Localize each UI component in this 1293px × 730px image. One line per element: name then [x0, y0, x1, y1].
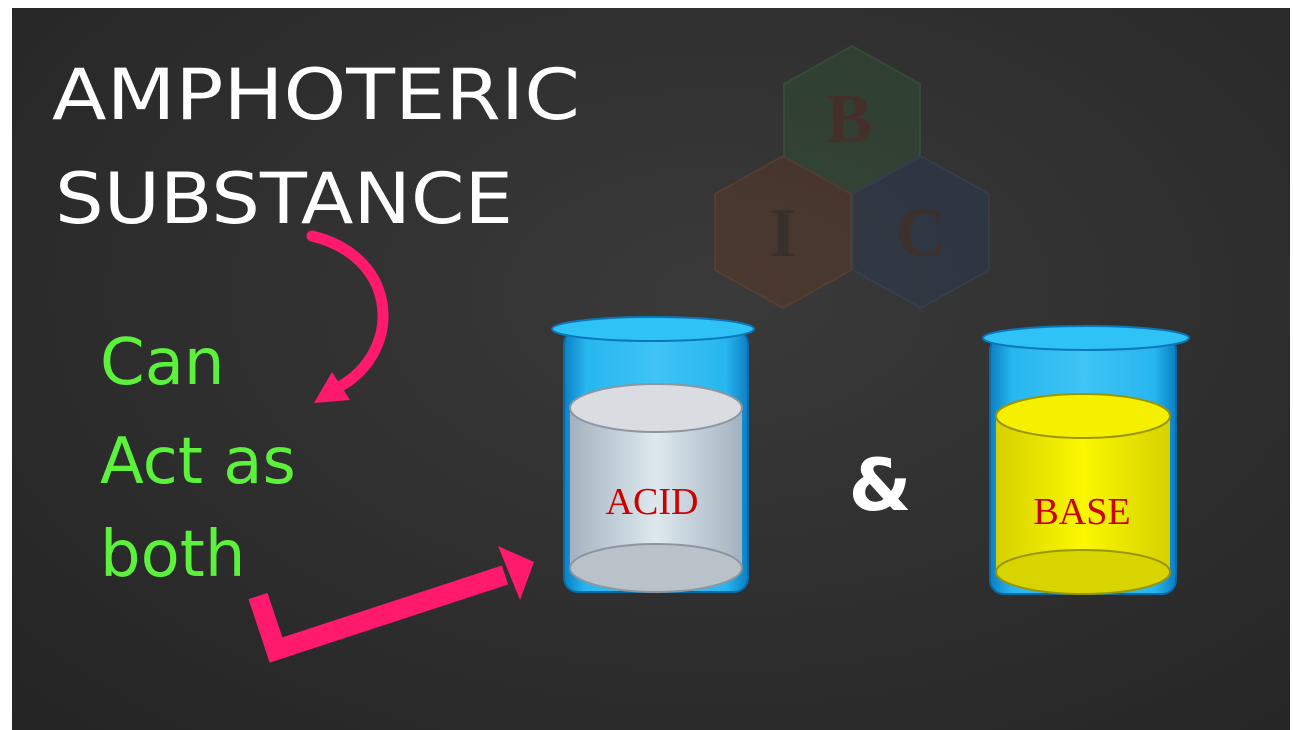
description-line-2: Act as [100, 425, 296, 499]
curved-arrow-icon [312, 236, 383, 403]
acid-label: ACID [606, 481, 699, 523]
logo-letter-i: I [769, 195, 796, 272]
title-line-1: AMPHOTERIC [52, 54, 580, 136]
acid-beaker: ACID [552, 317, 754, 592]
description-line-3: both [100, 518, 245, 592]
description-line-1: Can [100, 326, 224, 400]
logo-watermark: B I C [715, 46, 989, 308]
ampersand-connector: & [849, 443, 912, 527]
logo-letter-c: C [896, 195, 947, 272]
base-beaker: BASE [983, 326, 1189, 594]
elbow-arrow-icon [258, 546, 534, 650]
title-line-2: SUBSTANCE [55, 158, 513, 240]
base-label: BASE [1033, 491, 1130, 533]
logo-letter-b: B [826, 81, 873, 158]
